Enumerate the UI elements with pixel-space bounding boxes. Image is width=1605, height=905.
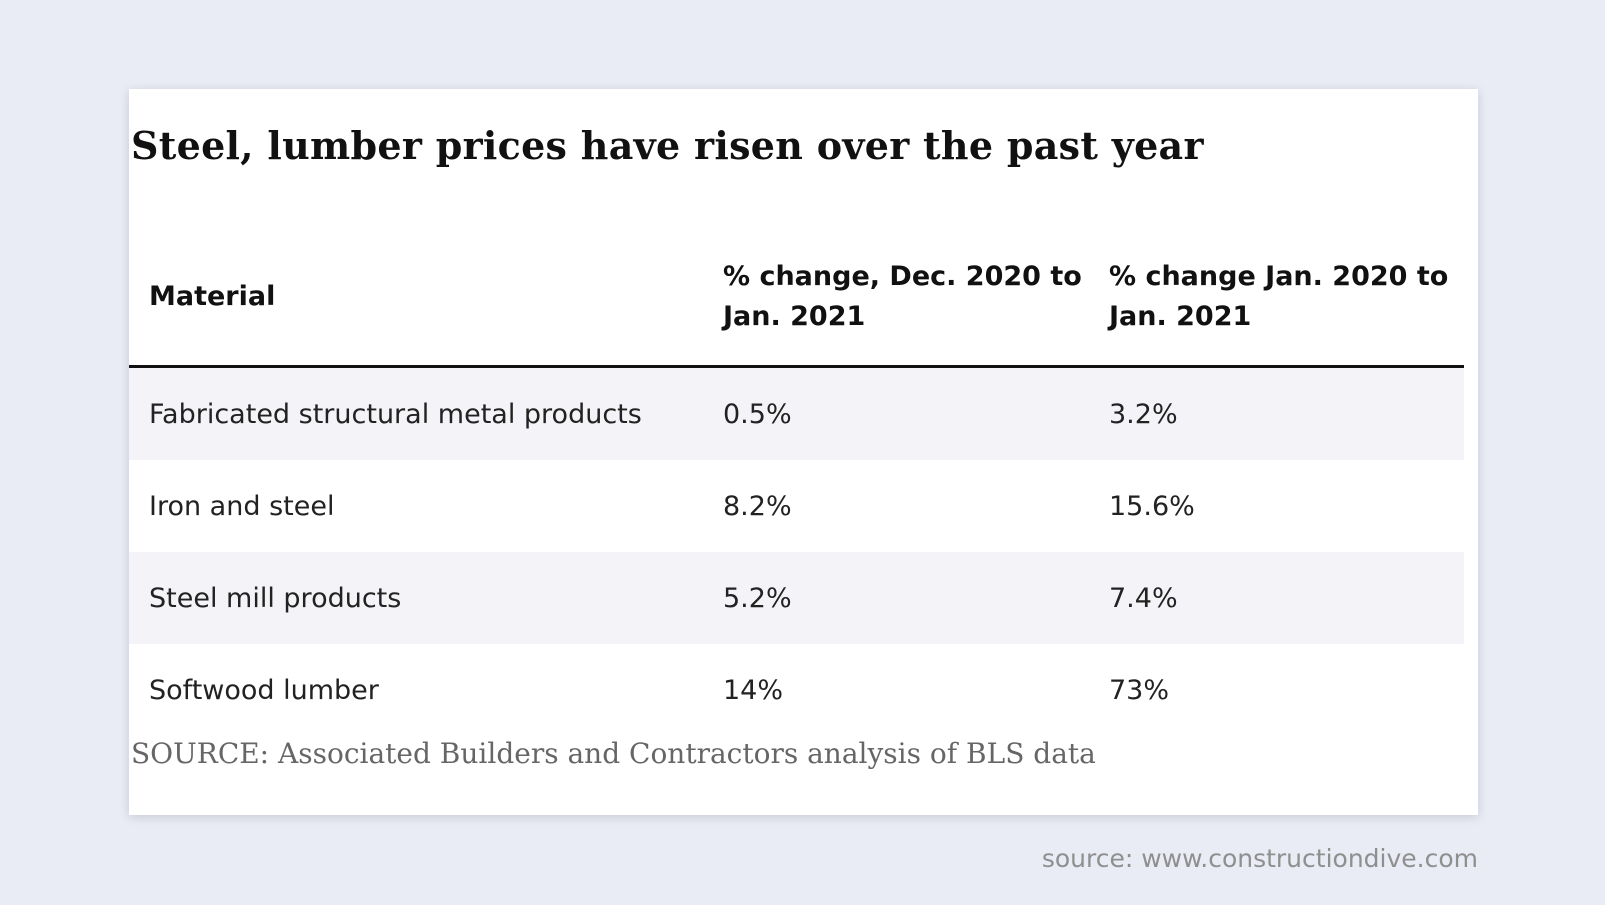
- yearly-change-cell: 7.4%: [1089, 552, 1464, 644]
- table-row: Softwood lumber 14% 73%: [129, 644, 1464, 736]
- yearly-change-cell: 3.2%: [1089, 366, 1464, 460]
- material-cell: Softwood lumber: [149, 674, 379, 706]
- data-table: Material % change, Dec. 2020 to Jan. 202…: [129, 229, 1464, 736]
- material-cell: Fabricated structural metal products: [129, 366, 703, 460]
- material-cell: Steel mill products: [129, 552, 703, 644]
- image-credit: source: www.constructiondive.com: [1041, 844, 1478, 873]
- monthly-change-cell: 8.2%: [723, 490, 792, 522]
- header-row: Material % change, Dec. 2020 to Jan. 202…: [129, 229, 1464, 368]
- table-row: Iron and steel 8.2% 15.6%: [129, 460, 1464, 552]
- column-header-year-change: % change Jan. 2020 to Jan. 2021: [1089, 229, 1464, 368]
- table-card: Steel, lumber prices have risen over the…: [129, 89, 1478, 815]
- monthly-change-cell: 5.2%: [703, 552, 1089, 644]
- monthly-change-cell: 14%: [723, 674, 784, 706]
- column-header-dec-jan-change: % change, Dec. 2020 to Jan. 2021: [703, 229, 1089, 368]
- table-row: Fabricated structural metal products 0.5…: [129, 366, 1464, 460]
- table-row: Steel mill products 5.2% 7.4%: [129, 552, 1464, 644]
- monthly-change-cell: 0.5%: [703, 366, 1089, 460]
- source-note: SOURCE: Associated Builders and Contract…: [131, 737, 1096, 770]
- material-cell: Iron and steel: [149, 490, 335, 522]
- yearly-change-cell: 15.6%: [1109, 490, 1195, 522]
- yearly-change-cell: 73%: [1109, 674, 1170, 706]
- column-header-material: Material: [129, 229, 703, 368]
- chart-title: Steel, lumber prices have risen over the…: [131, 123, 1204, 168]
